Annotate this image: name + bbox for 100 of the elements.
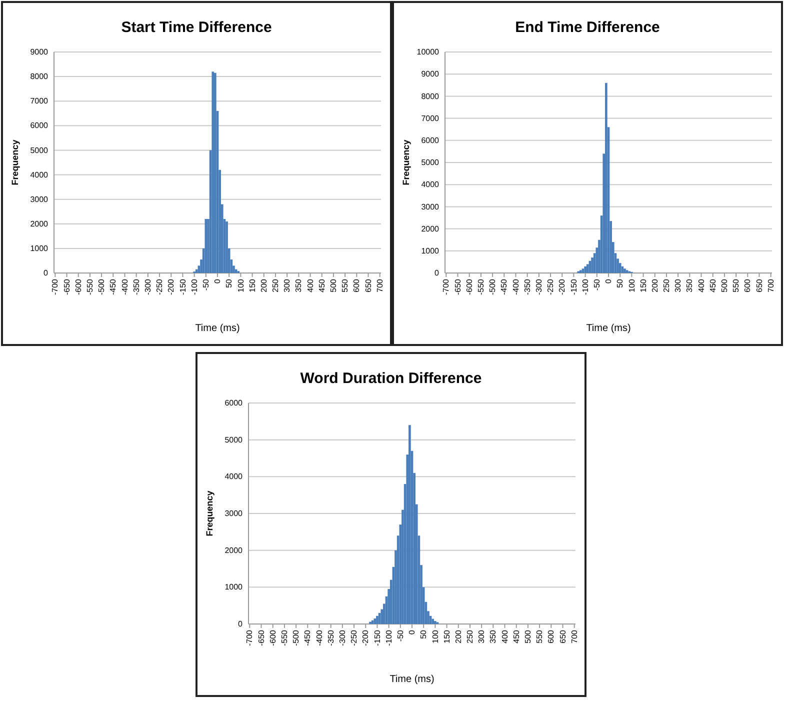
x-tick-label: -400 bbox=[511, 278, 520, 296]
y-tick-label: 6000 bbox=[224, 398, 244, 408]
x-tick-label: 450 bbox=[708, 278, 718, 292]
x-axis-title: Time (ms) bbox=[586, 323, 631, 334]
y-tick-label: 3000 bbox=[421, 202, 440, 212]
x-tick-label: -100 bbox=[580, 278, 590, 296]
x-tick-label: 400 bbox=[696, 278, 706, 292]
x-tick-label: 0 bbox=[213, 278, 222, 284]
y-tick-label: 4000 bbox=[224, 472, 244, 482]
x-tick-label: 400 bbox=[306, 278, 315, 292]
x-tick-label: 500 bbox=[329, 278, 338, 292]
x-tick-label: 0 bbox=[604, 278, 614, 284]
y-tick-label: 2000 bbox=[224, 546, 244, 555]
x-tick-label: -150 bbox=[569, 278, 578, 296]
x-tick-label: 300 bbox=[282, 278, 292, 292]
x-tick-label: 500 bbox=[524, 629, 533, 644]
chart-title: Start Time Difference bbox=[121, 19, 272, 36]
x-tick-label: 50 bbox=[419, 629, 428, 639]
x-tick-label: -550 bbox=[280, 629, 290, 646]
x-tick-label: -150 bbox=[372, 629, 382, 646]
y-tick-label: 10000 bbox=[416, 48, 440, 57]
x-tick-label: 550 bbox=[535, 629, 544, 644]
x-tick-label: 450 bbox=[317, 278, 326, 292]
y-tick-label: 6000 bbox=[30, 121, 49, 130]
x-tick-label: 600 bbox=[352, 278, 362, 292]
x-tick-label: -650 bbox=[256, 629, 266, 646]
x-tick-label: 600 bbox=[546, 629, 556, 644]
x-tick-label: -500 bbox=[97, 278, 106, 296]
y-tick-label: 2000 bbox=[421, 224, 440, 234]
x-tick-label: -300 bbox=[534, 278, 544, 296]
x-axis-title: Time (ms) bbox=[390, 674, 434, 685]
y-tick-label: 6000 bbox=[421, 136, 440, 145]
x-tick-label: -500 bbox=[488, 278, 498, 296]
x-tick-label: -250 bbox=[546, 278, 556, 296]
x-tick-label: 700 bbox=[375, 278, 384, 292]
x-tick-label: -450 bbox=[303, 629, 312, 646]
y-tick-label: 4000 bbox=[30, 170, 49, 180]
x-tick-label: 400 bbox=[500, 629, 510, 644]
x-tick-label: -400 bbox=[314, 629, 324, 646]
x-tick-label: -500 bbox=[292, 629, 301, 646]
x-tick-label: -600 bbox=[464, 278, 474, 296]
x-tick-label: 200 bbox=[259, 278, 268, 292]
y-tick-label: 3000 bbox=[224, 509, 244, 518]
x-tick-label: -200 bbox=[166, 278, 176, 296]
x-tick-label: -650 bbox=[453, 278, 462, 296]
y-axis-title: Frequency bbox=[10, 140, 20, 186]
x-tick-label: 250 bbox=[271, 278, 280, 292]
x-tick-label: 100 bbox=[627, 278, 636, 292]
x-tick-label: 600 bbox=[743, 278, 752, 292]
y-tick-label: 1000 bbox=[224, 582, 244, 592]
x-tick-label: -50 bbox=[592, 278, 602, 291]
x-tick-label: -350 bbox=[522, 278, 532, 296]
y-tick-label: 5000 bbox=[421, 158, 440, 168]
x-tick-label: -250 bbox=[350, 629, 359, 646]
x-tick-label: -550 bbox=[476, 278, 486, 296]
x-tick-label: 50 bbox=[224, 278, 234, 288]
x-tick-label: 450 bbox=[512, 629, 521, 644]
x-tick-label: 550 bbox=[340, 278, 350, 292]
x-tick-label: -200 bbox=[558, 278, 567, 296]
x-tick-label: 300 bbox=[674, 278, 683, 292]
x-tick-label: 250 bbox=[466, 629, 475, 644]
y-tick-label: 7000 bbox=[30, 96, 49, 106]
y-axis-title: Frequency bbox=[401, 140, 411, 186]
x-tick-label: 350 bbox=[294, 278, 304, 292]
x-tick-label: 650 bbox=[558, 629, 568, 644]
x-tick-label: 100 bbox=[236, 278, 246, 292]
x-axis-title: Time (ms) bbox=[195, 323, 240, 334]
x-tick-label: -600 bbox=[268, 629, 278, 646]
x-tick-label: 100 bbox=[430, 629, 440, 644]
chart-title: Word Duration Difference bbox=[300, 370, 482, 387]
x-tick-label: 150 bbox=[248, 278, 257, 292]
x-tick-label: -300 bbox=[338, 629, 347, 646]
x-tick-label: 200 bbox=[454, 629, 463, 644]
x-tick-label: 650 bbox=[754, 278, 764, 292]
x-tick-label: 550 bbox=[732, 278, 741, 292]
y-tick-label: 9000 bbox=[421, 70, 440, 79]
x-tick-label: -150 bbox=[178, 278, 188, 296]
y-tick-label: 2000 bbox=[30, 219, 49, 228]
y-tick-label: 5000 bbox=[30, 146, 49, 155]
x-tick-label: -700 bbox=[245, 629, 254, 646]
y-tick-label: 8000 bbox=[30, 72, 49, 82]
y-tick-label: 4000 bbox=[421, 180, 440, 190]
y-axis-title: Frequency bbox=[204, 490, 214, 536]
x-tick-label: 500 bbox=[720, 278, 730, 292]
x-tick-label: -250 bbox=[155, 278, 164, 296]
y-tick-label: 1000 bbox=[30, 244, 49, 254]
x-tick-label: -450 bbox=[108, 278, 118, 296]
x-tick-label: 150 bbox=[442, 629, 452, 644]
y-tick-label: 1000 bbox=[421, 246, 440, 256]
x-tick-label: 250 bbox=[662, 278, 672, 292]
x-tick-label: -350 bbox=[132, 278, 141, 296]
x-tick-label: -700 bbox=[50, 278, 60, 296]
x-tick-label: -550 bbox=[86, 278, 95, 296]
x-tick-label: -50 bbox=[201, 278, 210, 291]
y-tick-label: 7000 bbox=[421, 114, 440, 123]
x-tick-label: -200 bbox=[361, 629, 370, 646]
x-tick-label: -650 bbox=[62, 278, 72, 296]
x-tick-label: 200 bbox=[650, 278, 660, 292]
x-tick-label: -700 bbox=[442, 278, 451, 296]
y-tick-label: 3000 bbox=[30, 194, 49, 204]
